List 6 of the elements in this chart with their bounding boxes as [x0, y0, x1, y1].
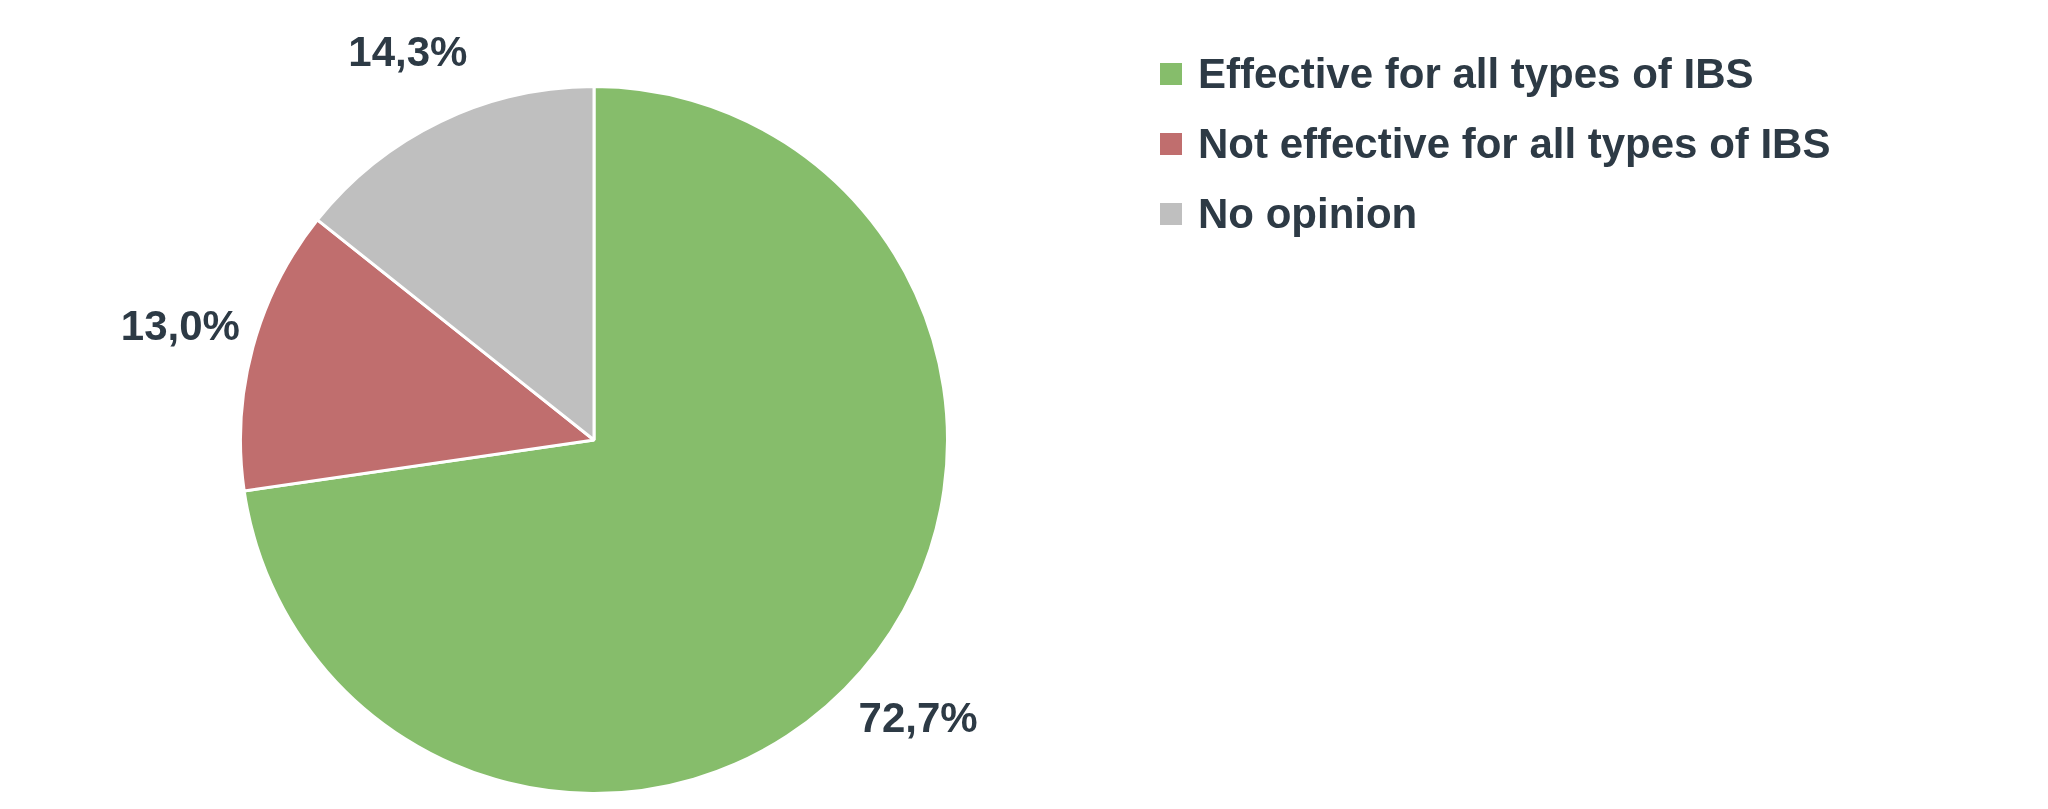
data-label: 13,0%: [120, 301, 240, 349]
legend-label: Not effective for all types of IBS: [1198, 120, 1831, 168]
legend-label: Effective for all types of IBS: [1198, 50, 1754, 98]
data-label: 14,3%: [348, 27, 468, 75]
legend-label: No opinion: [1198, 190, 1418, 238]
data-label: 72,7%: [858, 693, 978, 741]
